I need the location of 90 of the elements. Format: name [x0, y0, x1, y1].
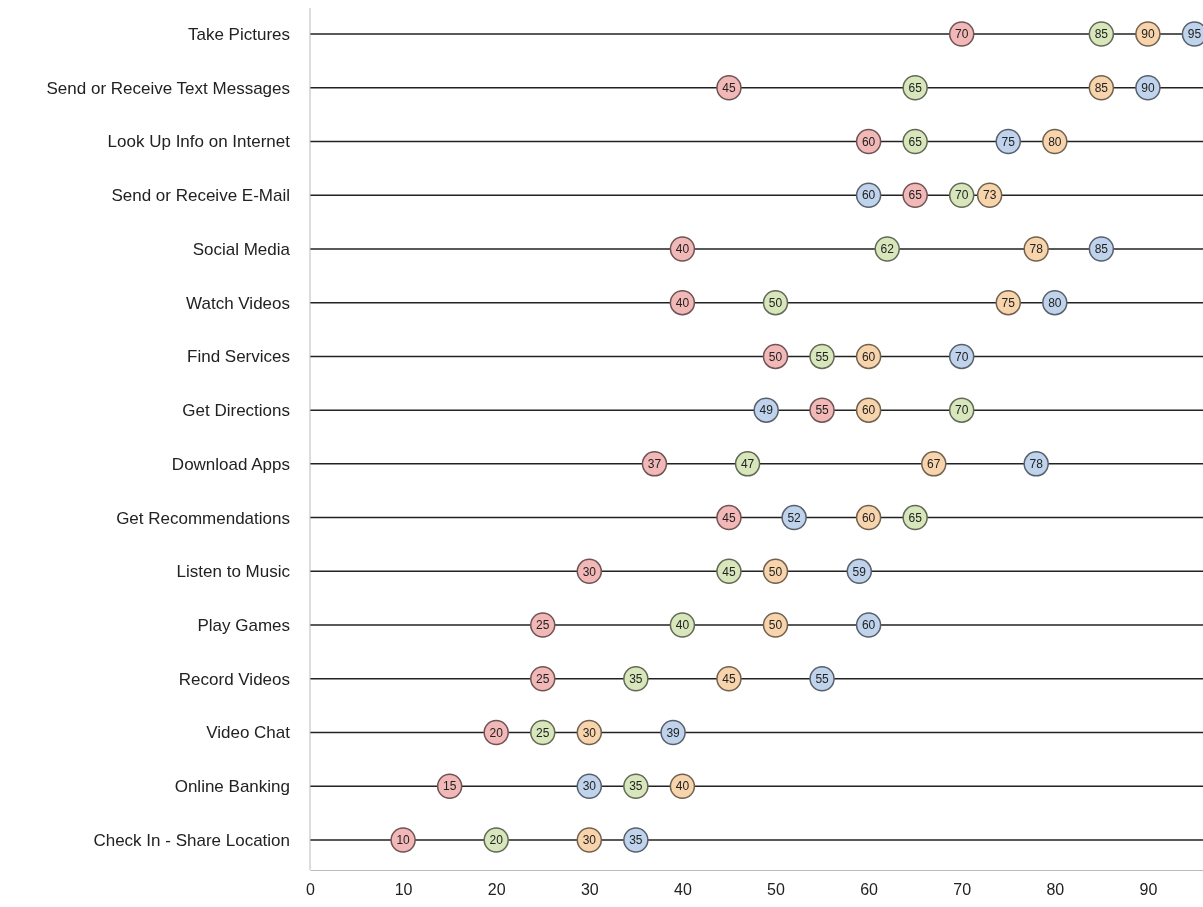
- data-label: 20: [489, 833, 504, 848]
- data-label: 35: [629, 833, 643, 848]
- data-label: 80: [1048, 295, 1062, 310]
- y-tick-label: Send or Receive E-Mail: [111, 186, 290, 206]
- data-label: 45: [722, 510, 736, 525]
- y-tick-label: Check In - Share Location: [93, 830, 290, 850]
- data-label: 67: [927, 457, 941, 472]
- data-label: 40: [675, 779, 690, 794]
- data-label: 60: [861, 403, 876, 418]
- y-tick-label: Take Pictures: [187, 24, 290, 44]
- data-label: 37: [647, 457, 662, 472]
- y-tick-label: Download Apps: [171, 454, 290, 474]
- data-label: 30: [582, 564, 597, 579]
- data-label: 30: [582, 725, 597, 740]
- data-label: 30: [582, 833, 597, 848]
- data-label: 50: [768, 618, 783, 633]
- y-tick-label: Look Up Info on Internet: [107, 132, 291, 152]
- data-label: 39: [666, 725, 681, 740]
- data-label: 80: [1048, 134, 1062, 149]
- y-tick-label: Listen to Music: [176, 562, 291, 582]
- data-label: 55: [815, 403, 830, 418]
- data-label: 90: [1141, 80, 1155, 95]
- data-label: 59: [852, 564, 867, 579]
- data-label: 47: [740, 457, 755, 472]
- data-label: 60: [861, 134, 876, 149]
- x-tick-label: 50: [767, 881, 785, 899]
- y-tick-label: Send or Receive Text Messages: [46, 78, 290, 98]
- x-tick-label: 80: [1046, 881, 1065, 899]
- data-label: 40: [675, 295, 690, 310]
- data-label: 25: [536, 725, 550, 740]
- data-label: 70: [955, 188, 969, 203]
- data-label: 75: [1001, 295, 1016, 310]
- data-label: 55: [815, 349, 830, 364]
- y-tick-label: Find Services: [187, 347, 290, 367]
- data-label: 20: [489, 725, 504, 740]
- data-label: 65: [908, 510, 923, 525]
- x-tick-label: 0: [306, 881, 316, 899]
- data-label: 30: [582, 779, 597, 794]
- data-label: 70: [955, 27, 969, 42]
- data-label: 25: [536, 672, 550, 686]
- y-tick-label: Online Banking: [174, 777, 290, 797]
- data-label: 85: [1094, 80, 1109, 95]
- data-label: 35: [629, 672, 643, 686]
- y-tick-label: Video Chat: [206, 723, 291, 743]
- y-tick-label: Get Recommendations: [116, 508, 290, 528]
- data-label: 85: [1094, 27, 1109, 42]
- y-tick-label: Social Media: [192, 239, 291, 259]
- data-label: 25: [536, 618, 550, 633]
- data-label: 15: [442, 779, 457, 794]
- y-tick-label: Record Videos: [178, 669, 290, 689]
- x-tick-label: 40: [674, 881, 692, 899]
- data-label: 40: [675, 242, 690, 257]
- data-label: 78: [1029, 457, 1044, 472]
- data-label: 70: [955, 349, 969, 364]
- data-label: 60: [861, 618, 876, 633]
- data-label: 65: [908, 188, 923, 203]
- data-label: 62: [880, 242, 895, 257]
- x-tick-label: 60: [860, 881, 879, 899]
- data-label: 60: [861, 188, 876, 203]
- x-tick-label: 10: [394, 881, 413, 899]
- data-label: 50: [768, 295, 783, 310]
- data-label: 60: [861, 349, 876, 364]
- data-label: 45: [722, 80, 736, 95]
- data-label: 90: [1141, 27, 1155, 42]
- data-label: 52: [787, 510, 802, 525]
- x-tick-label: 20: [487, 881, 506, 899]
- data-label: 85: [1094, 242, 1109, 257]
- data-label: 40: [675, 618, 690, 633]
- x-tick-label: 30: [580, 881, 599, 899]
- x-tick-label: 70: [953, 881, 972, 899]
- y-tick-label: Get Directions: [182, 401, 290, 421]
- data-label: 70: [955, 403, 969, 418]
- data-label: 50: [768, 564, 783, 579]
- data-label: 65: [908, 80, 923, 95]
- data-label: 49: [759, 403, 774, 418]
- y-tick-label: Play Games: [197, 616, 290, 636]
- data-label: 55: [815, 672, 830, 686]
- data-label: 45: [722, 564, 736, 579]
- data-label: 45: [722, 672, 736, 686]
- data-label: 60: [861, 510, 876, 525]
- data-label: 65: [908, 134, 923, 149]
- y-tick-label: Watch Videos: [186, 293, 290, 313]
- data-label: 95: [1187, 27, 1202, 42]
- x-tick-label: 90: [1139, 881, 1158, 899]
- data-label: 35: [629, 779, 643, 794]
- data-label: 10: [396, 833, 411, 848]
- data-label: 73: [982, 188, 997, 203]
- data-label: 75: [1001, 134, 1016, 149]
- data-label: 50: [768, 349, 783, 364]
- data-label: 78: [1029, 242, 1044, 257]
